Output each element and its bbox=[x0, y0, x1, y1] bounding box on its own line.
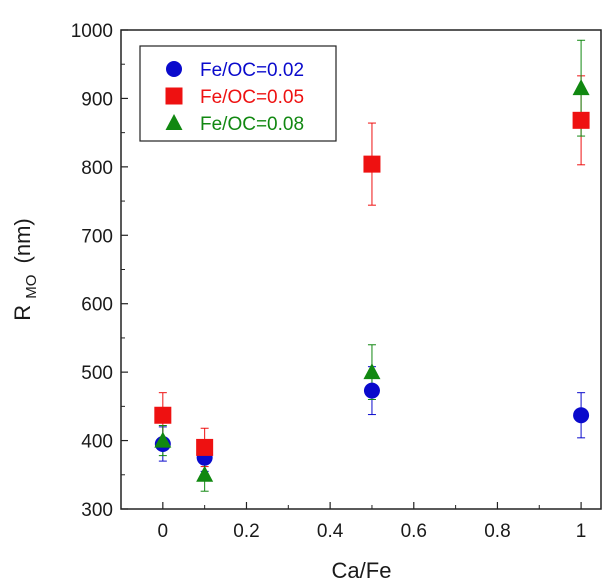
y-axis-label-main: R bbox=[10, 305, 35, 321]
axis-ticks: 0 0.2 0.4 0.6 0.8 1 300 400 500 600 700 800 900 1000 bbox=[71, 21, 587, 542]
data-point-square bbox=[572, 111, 590, 129]
x-tick-label: 0 bbox=[158, 521, 169, 542]
y-tick-label: 1000 bbox=[71, 21, 113, 42]
legend-marker-square bbox=[165, 87, 183, 105]
x-tick-label: 0.4 bbox=[317, 521, 344, 542]
data-point-triangle bbox=[363, 363, 381, 380]
legend-label: Fe/OC=0.05 bbox=[200, 87, 304, 108]
data-point-triangle bbox=[572, 79, 590, 96]
y-tick-label: 600 bbox=[81, 295, 113, 316]
data-point-square bbox=[196, 438, 214, 456]
data-point-square bbox=[363, 155, 381, 173]
y-axis-label: R MO (nm) bbox=[10, 218, 41, 321]
data-markers bbox=[154, 79, 590, 482]
data-point-square bbox=[154, 406, 172, 424]
data-point-circle bbox=[363, 382, 380, 399]
x-tick-label: 0.2 bbox=[233, 521, 259, 542]
y-tick-label: 300 bbox=[81, 500, 113, 521]
x-tick-label: 0.8 bbox=[484, 521, 510, 542]
legend-label: Fe/OC=0.08 bbox=[200, 114, 304, 135]
y-tick-label: 900 bbox=[81, 89, 113, 110]
y-tick-label: 400 bbox=[81, 432, 113, 453]
y-axis-label-unit: (nm) bbox=[10, 218, 35, 263]
legend-label: Fe/OC=0.02 bbox=[200, 60, 304, 81]
legend: Fe/OC=0.02 Fe/OC=0.05 Fe/OC=0.08 bbox=[139, 45, 337, 142]
y-tick-label: 800 bbox=[81, 158, 113, 179]
legend-marker-triangle bbox=[165, 114, 183, 130]
y-axis-label-subscript: MO bbox=[23, 275, 40, 299]
x-tick-label: 1 bbox=[576, 521, 587, 542]
x-tick-label: 0.6 bbox=[401, 521, 427, 542]
data-point-triangle bbox=[154, 431, 172, 448]
legend-marker-circle bbox=[166, 61, 182, 77]
x-axis-label: Ca/Fe bbox=[332, 558, 392, 583]
data-point-circle bbox=[573, 407, 590, 424]
y-tick-label: 700 bbox=[81, 226, 113, 247]
data-point-triangle bbox=[196, 465, 214, 482]
y-tick-label: 500 bbox=[81, 363, 113, 384]
